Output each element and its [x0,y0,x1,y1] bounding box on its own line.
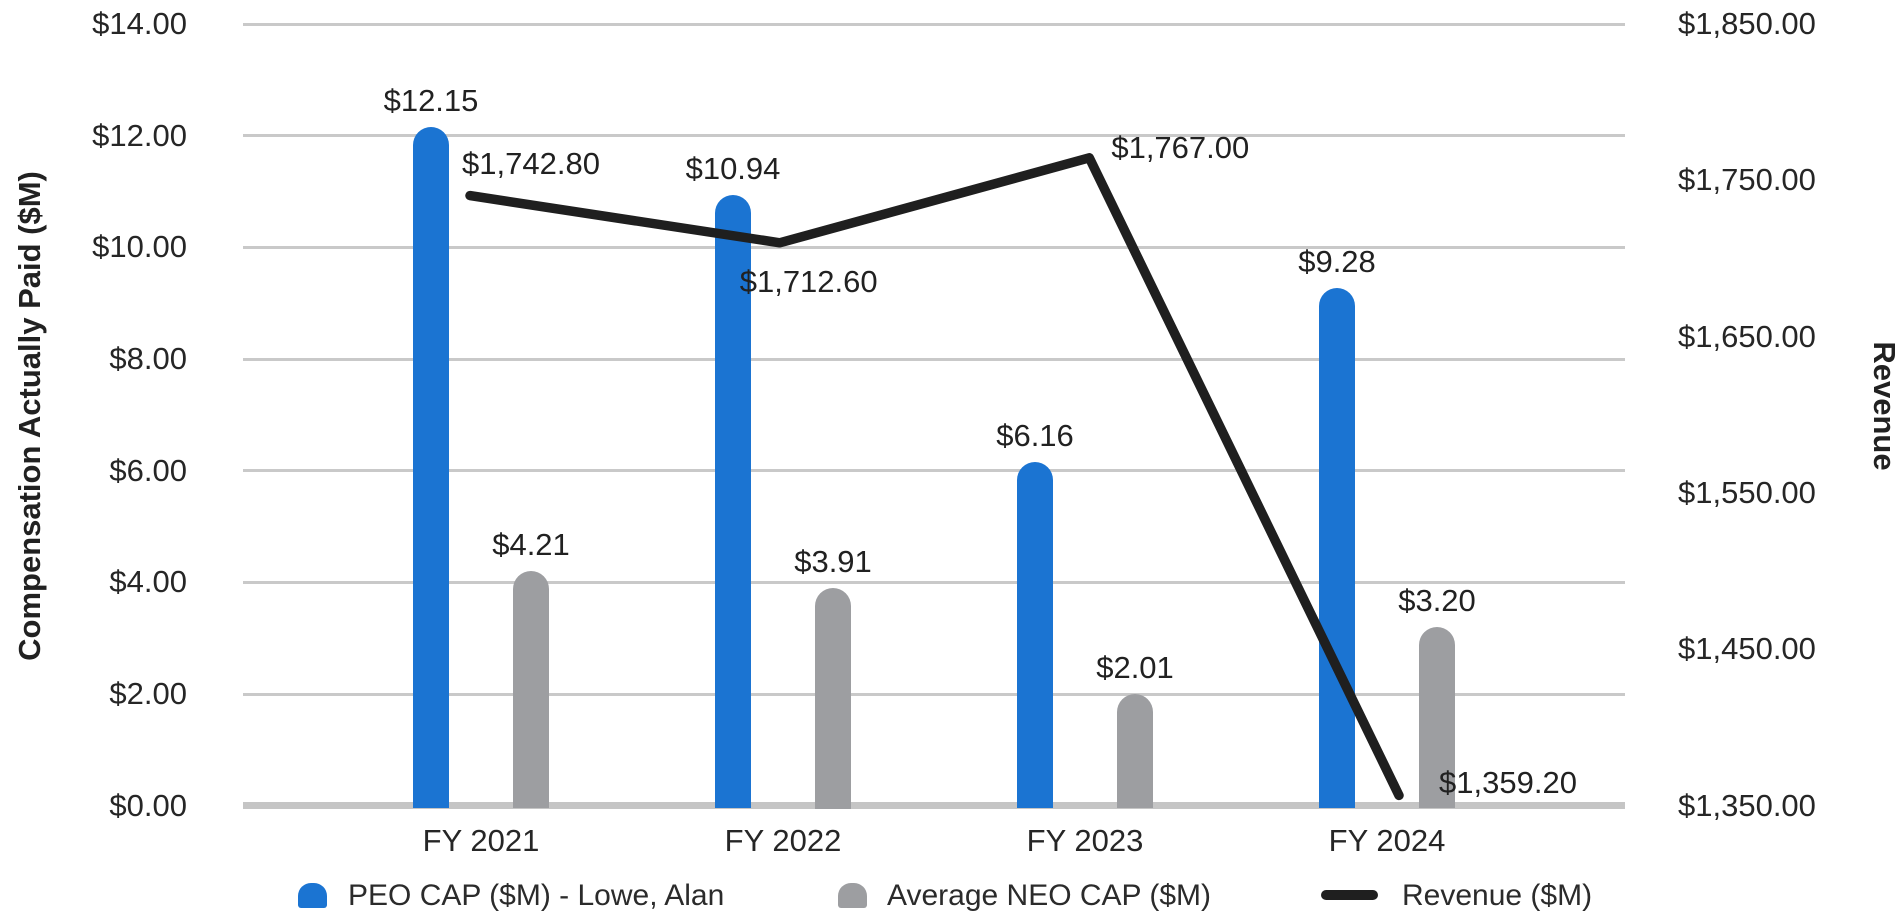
revenue-value-label: $1,359.20 [1439,765,1577,801]
bar-value-label-peo-cap: $12.15 [383,83,479,119]
bar-value-label-neo-cap: $4.21 [492,526,570,562]
left-axis-tick-label: $0.00 [109,787,187,823]
bar-value-label-neo-cap: $3.91 [794,543,872,579]
bar-neo-cap-fy-2022 [815,587,851,809]
right-axis-tick-label: $1,650.00 [1678,318,1816,354]
bar-peo-cap-fy-2024 [1319,287,1355,809]
neo-cap-legend-swatch-icon [838,883,867,908]
gridline [243,469,1625,473]
x-axis-label-fy-2022: FY 2022 [724,823,842,858]
x-axis-baseline [243,802,1625,810]
left-axis-tick-label: $14.00 [92,6,187,41]
legend-label-revenue: Revenue ($M) [1402,879,1593,912]
gridline [243,22,1625,26]
bar-value-label-peo-cap: $6.16 [996,417,1074,453]
right-axis-tick-label: $1,450.00 [1678,631,1816,667]
bar-peo-cap-fy-2023 [1017,461,1053,809]
gridline [243,692,1625,696]
left-axis-tick-label: $10.00 [92,229,187,265]
peo-cap-legend-swatch-icon [298,883,327,908]
legend-label-peo-cap: PEO CAP ($M) - Lowe, Alan [348,879,725,912]
revenue-value-label: $1,712.60 [739,263,878,299]
left-axis-tick-label: $12.00 [92,117,187,153]
bar-value-label-neo-cap: $3.20 [1398,583,1476,619]
revenue-legend-line-icon [1321,890,1378,900]
revenue-value-label: $1,742.80 [462,145,600,181]
right-axis-tick-label: $1,550.00 [1678,475,1816,511]
right-axis-tick-label: $1,750.00 [1678,162,1816,198]
bar-peo-cap-fy-2021 [413,127,449,809]
left-axis-tick-label: $6.00 [109,452,187,488]
left-axis-tick-label: $4.00 [109,564,187,600]
x-axis-label-fy-2023: FY 2023 [1026,823,1144,858]
bar-value-label-peo-cap: $9.28 [1298,243,1376,279]
bar-neo-cap-fy-2021 [513,570,549,809]
right-axis-title: Revenue [1867,341,1902,471]
x-axis-label-fy-2024: FY 2024 [1328,823,1446,858]
bar-neo-cap-fy-2023 [1117,693,1153,809]
gridline [243,357,1625,361]
bar-value-label-peo-cap: $10.94 [685,150,781,186]
gridline [243,134,1625,138]
gridline [243,245,1625,249]
x-axis-label-fy-2021: FY 2021 [422,823,540,858]
bar-neo-cap-fy-2024 [1419,627,1455,809]
bar-value-label-neo-cap: $2.01 [1096,649,1174,685]
legend-label-neo-cap: Average NEO CAP ($M) [887,879,1212,912]
revenue-line [465,153,1404,801]
left-axis-tick-label: $2.00 [109,676,187,712]
right-axis-tick-label: $1,350.00 [1678,787,1816,823]
revenue-value-label: $1,767.00 [1111,129,1250,165]
left-axis-tick-label: $8.00 [109,341,187,377]
right-axis-tick-label: $1,850.00 [1678,6,1816,41]
